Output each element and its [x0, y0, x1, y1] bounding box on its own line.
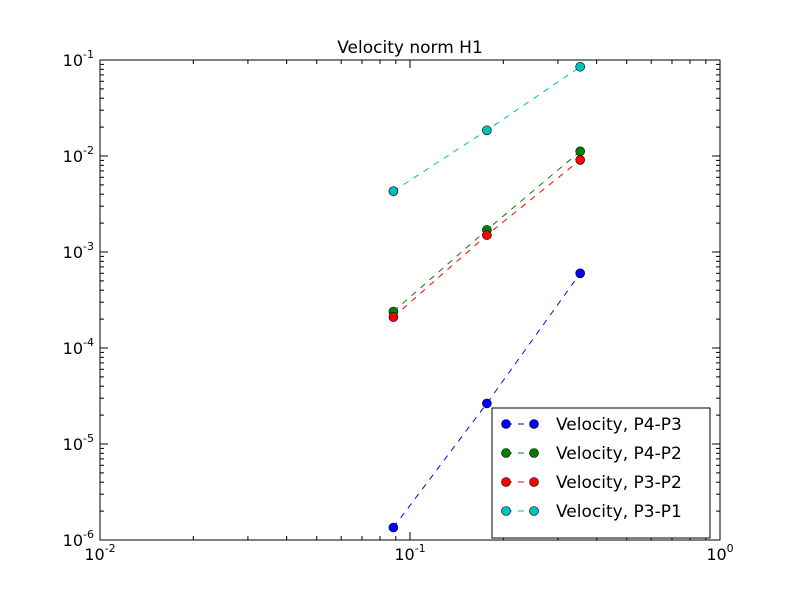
data-point: [388, 522, 399, 533]
data-point: [482, 125, 492, 136]
legend-marker: [501, 506, 511, 516]
series-line: [393, 273, 581, 528]
data-point: [575, 268, 585, 279]
y-tick-label: 10-1: [63, 48, 94, 70]
legend-marker: [529, 477, 539, 487]
legend-label: Velocity, P4-P2: [556, 444, 682, 464]
data-point: [388, 312, 399, 322]
legend-label: Velocity, P3-P2: [556, 473, 682, 493]
data-point: [482, 398, 492, 409]
legend-label: Velocity, P4-P3: [556, 415, 682, 435]
legend-marker: [501, 448, 511, 458]
x-tick-label: 10-1: [394, 542, 425, 564]
legend-marker: [529, 448, 539, 458]
data-point: [575, 146, 585, 157]
legend-item: Velocity, P4-P3: [501, 415, 682, 435]
legend-marker: [501, 419, 511, 429]
legend-marker: [529, 506, 539, 516]
legend-label: Velocity, P3-P1: [556, 502, 682, 522]
legend-marker: [501, 477, 511, 487]
data-point: [575, 155, 585, 165]
legend-item: Velocity, P4-P2: [501, 444, 682, 464]
x-tick-label: 100: [706, 542, 733, 564]
legend-frame: [491, 407, 711, 539]
legend: Velocity, P4-P3 Velocity, P4-P2 Velocity, …: [491, 407, 711, 539]
legend-marker: [529, 419, 539, 429]
y-tick-label: 10-5: [63, 432, 94, 454]
y-tick-label: 10-6: [63, 528, 94, 550]
data-point: [575, 61, 585, 72]
data-point: [482, 230, 492, 240]
data-point: [388, 186, 399, 196]
y-tick-label: 10-2: [63, 144, 94, 166]
x-tick-label: 10-2: [84, 542, 115, 564]
y-tick-label: 10-4: [63, 336, 94, 358]
legend-item: Velocity, P3-P2: [501, 473, 682, 493]
chart-title: Velocity norm H1: [337, 38, 483, 58]
series-3: [388, 155, 585, 322]
series-1: [388, 268, 585, 533]
series-4: [388, 61, 585, 196]
y-tick-label: 10-3: [63, 240, 94, 262]
legend-item: Velocity, P3-P1: [501, 502, 682, 522]
